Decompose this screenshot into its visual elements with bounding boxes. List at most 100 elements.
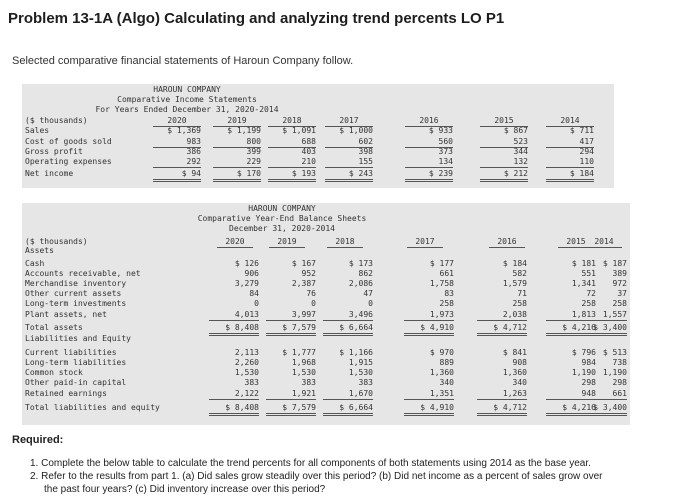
asset-cell: 0 <box>368 299 373 308</box>
income-cell: 800 <box>213 137 261 148</box>
balance-name: Comparative Year-End Balance Sheets <box>197 214 367 223</box>
income-cell: 155 <box>325 157 373 168</box>
asset-cell: $ 167 <box>291 259 316 268</box>
total-assets-cell: $ 7,579 <box>266 323 316 336</box>
balance-year-2015: 2015 <box>558 237 594 248</box>
income-cell: 292 <box>153 157 201 168</box>
liability-cell: 298 <box>581 378 596 387</box>
liability-cell: 948 <box>546 389 596 400</box>
liability-cell: 1,670 <box>323 389 373 400</box>
liability-cell: 984 <box>581 358 596 367</box>
liability-cell: 383 <box>244 378 259 387</box>
liability-cell: 1,921 <box>266 389 316 400</box>
liability-cell: $ 513 <box>602 348 627 357</box>
total-liab-cell: $ 8,408 <box>209 403 259 416</box>
asset-cell: 72 <box>586 289 596 298</box>
liability-cell: 1,190 <box>602 368 627 377</box>
income-cell: 403 <box>301 147 316 156</box>
balance-year-2019: 2019 <box>269 237 305 248</box>
total-assets-cell: $ 4,910 <box>404 323 454 336</box>
income-cell: 210 <box>268 157 316 168</box>
liability-cell: 340 <box>439 378 454 387</box>
income-cell: $ 1,369 <box>167 126 201 135</box>
asset-cell: 862 <box>358 269 373 278</box>
asset-cell: 1,557 <box>577 310 627 321</box>
required-heading: Required: <box>12 434 64 446</box>
income-row-label: Net income <box>25 169 74 178</box>
asset-cell: 47 <box>363 289 373 298</box>
liability-cell: 1,263 <box>477 389 527 400</box>
asset-cell: 0 <box>311 299 316 308</box>
income-cell: 134 <box>405 157 453 168</box>
total-liab-cell: $ 4,216 <box>546 403 596 416</box>
asset-cell: 2,086 <box>348 279 373 288</box>
asset-cell: 84 <box>249 289 259 298</box>
liability-cell: 1,915 <box>348 358 373 367</box>
asset-cell: 389 <box>612 269 627 278</box>
income-year-2014: 2014 <box>546 116 594 127</box>
asset-row-label: Long-term investments <box>25 299 127 308</box>
asset-cell: 2,387 <box>291 279 316 288</box>
income-cell: 398 <box>358 147 373 156</box>
asset-cell: 4,013 <box>209 310 259 321</box>
liability-cell: 908 <box>512 358 527 367</box>
asset-row-label: Accounts receivable, net <box>25 269 141 278</box>
required-item-1: 1. Complete the below table to calculate… <box>30 458 591 469</box>
balance-year-2014: 2014 <box>586 237 622 248</box>
income-cell: $ 239 <box>405 169 453 182</box>
balance-sheet: HAROUN COMPANY Comparative Year-End Bala… <box>22 203 630 425</box>
income-year-2019: 2019 <box>213 116 261 127</box>
asset-cell: $ 187 <box>602 259 627 268</box>
liability-cell: 1,190 <box>571 368 596 377</box>
asset-cell: 2,038 <box>477 310 527 321</box>
balance-year-2017: 2017 <box>407 237 443 248</box>
assets-heading: Assets <box>25 246 54 255</box>
income-statement: HAROUN COMPANY Comparative Income Statem… <box>22 84 614 188</box>
asset-cell: $ 177 <box>429 259 454 268</box>
income-year-2015: 2015 <box>480 116 528 127</box>
total-liab-label: Total liabilities and equity <box>25 403 160 412</box>
income-row-label: Gross profit <box>25 147 83 156</box>
income-cell: $ 1,091 <box>282 126 316 135</box>
income-year-2018: 2018 <box>268 116 316 127</box>
income-year-2016: 2016 <box>405 116 453 127</box>
income-year-2020: 2020 <box>153 116 201 127</box>
total-liab-cell: $ 4,712 <box>477 403 527 416</box>
income-unit-label: ($ thousands) <box>25 116 88 125</box>
liability-cell: $ 970 <box>429 348 454 357</box>
income-cell: $ 243 <box>325 169 373 182</box>
asset-cell: 37 <box>617 289 627 298</box>
asset-cell: 1,579 <box>502 279 527 288</box>
liability-cell: 298 <box>612 378 627 387</box>
liability-row-label: Common stock <box>25 368 83 377</box>
asset-cell: 906 <box>244 269 259 278</box>
income-cell: $ 193 <box>268 169 316 182</box>
liability-cell: 1,530 <box>348 368 373 377</box>
asset-cell: 258 <box>581 299 596 308</box>
asset-cell: 71 <box>517 289 527 298</box>
total-liab-cell: $ 3,400 <box>577 403 627 416</box>
income-cell: 523 <box>480 137 528 148</box>
asset-cell: 551 <box>581 269 596 278</box>
asset-cell: 661 <box>439 269 454 278</box>
required-item-3: the past four years? (c) Did inventory i… <box>44 484 326 495</box>
asset-cell: 0 <box>254 299 259 308</box>
balance-unit-label: ($ thousands) <box>25 237 88 246</box>
asset-cell: 3,279 <box>234 279 259 288</box>
liability-cell: $ 841 <box>502 348 527 357</box>
income-company: HAROUN COMPANY <box>153 85 221 94</box>
liability-cell: 1,968 <box>291 358 316 367</box>
total-assets-label: Total assets <box>25 323 83 332</box>
liability-cell: 2,113 <box>234 348 259 357</box>
income-cell: $ 933 <box>428 126 453 135</box>
liability-cell: 1,360 <box>429 368 454 377</box>
income-cell: 560 <box>405 137 453 148</box>
asset-cell: $ 181 <box>571 259 596 268</box>
balance-year-2018: 2018 <box>327 237 363 248</box>
liability-row-label: Current liabilities <box>25 348 117 357</box>
liability-cell: 1,360 <box>502 368 527 377</box>
income-cell: 983 <box>153 137 201 148</box>
income-cell: 344 <box>513 147 528 156</box>
asset-row-label: Cash <box>25 259 45 268</box>
liability-cell: 1,351 <box>404 389 454 400</box>
